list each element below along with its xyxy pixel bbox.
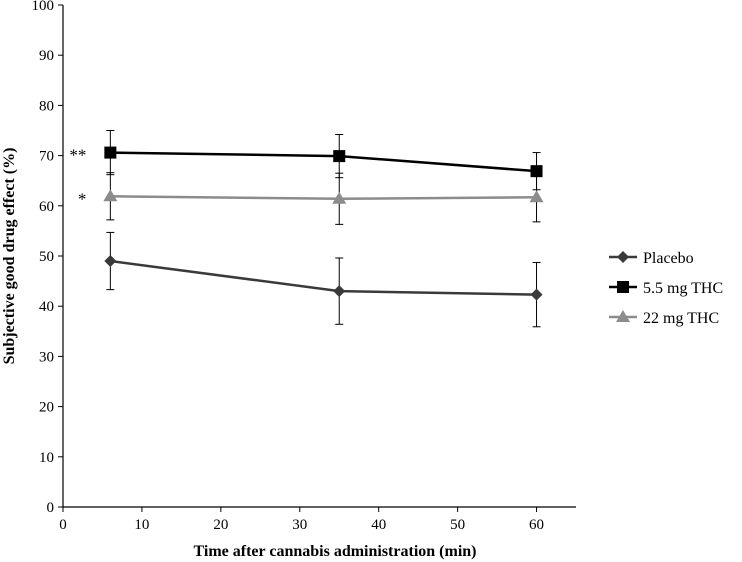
series-layer xyxy=(103,130,544,328)
x-tick-label: 60 xyxy=(529,517,544,533)
y-tick-label: 30 xyxy=(39,349,54,365)
legend-item: 5.5 mg THC xyxy=(609,280,723,297)
data-point-square xyxy=(333,150,346,163)
series-line xyxy=(110,151,537,173)
x-axis-title: Time after cannabis administration (min) xyxy=(194,543,477,560)
x-tick-label: 50 xyxy=(450,517,465,533)
y-tick-label: 50 xyxy=(39,249,54,265)
x-tick-label: 30 xyxy=(292,517,307,533)
y-tick-label: 70 xyxy=(39,149,54,165)
data-point-square xyxy=(530,165,543,178)
y-tick-label: 80 xyxy=(39,98,54,114)
axes: 0 10 20 30 40 50 60 70 80 90 100 0 10 20 30 40 50 60 xyxy=(32,0,576,533)
legend-item: Placebo xyxy=(609,250,694,267)
legend-label: Placebo xyxy=(643,250,694,267)
x-tick-label: 20 xyxy=(213,517,228,533)
y-tick-label: 90 xyxy=(39,48,54,64)
legend-label: 5.5 mg THC xyxy=(643,280,723,297)
series-5-5-mg-thc xyxy=(104,130,543,191)
data-point-triangle xyxy=(529,190,544,203)
y-axis-title: Subjective good drug effect (%) xyxy=(1,148,18,365)
series-placebo xyxy=(104,231,543,328)
series-22-mg-thc xyxy=(103,172,544,225)
legend-item: 22 mg THC xyxy=(609,310,719,327)
y-tick-label: 60 xyxy=(39,199,54,215)
x-tick-label: 0 xyxy=(59,517,67,533)
legend-marker-square xyxy=(617,281,629,293)
y-tick-label: 40 xyxy=(39,299,54,315)
significance-marker: ** xyxy=(69,146,86,165)
legend-marker-triangle xyxy=(616,310,630,322)
y-tick-label: 0 xyxy=(47,500,55,516)
data-point-diamond xyxy=(104,255,117,268)
legend-label: 22 mg THC xyxy=(643,310,719,327)
series-line xyxy=(110,259,537,296)
y-tick-label: 10 xyxy=(39,450,54,466)
data-point-triangle xyxy=(332,191,347,204)
series-line xyxy=(110,195,537,201)
data-point-triangle xyxy=(103,189,118,202)
x-tick-label: 40 xyxy=(371,517,386,533)
data-point-diamond xyxy=(333,285,346,298)
significance-marker: * xyxy=(78,189,87,208)
x-tick-label: 10 xyxy=(134,517,149,533)
y-tick-label: 20 xyxy=(39,400,54,416)
legend: Placebo 5.5 mg THC 22 mg THC xyxy=(609,250,723,327)
significance-annotations: *** xyxy=(69,146,86,209)
legend-marker-diamond xyxy=(617,251,629,263)
data-point-diamond xyxy=(530,288,543,301)
y-tick-label: 100 xyxy=(32,0,55,14)
data-point-square xyxy=(104,146,117,159)
